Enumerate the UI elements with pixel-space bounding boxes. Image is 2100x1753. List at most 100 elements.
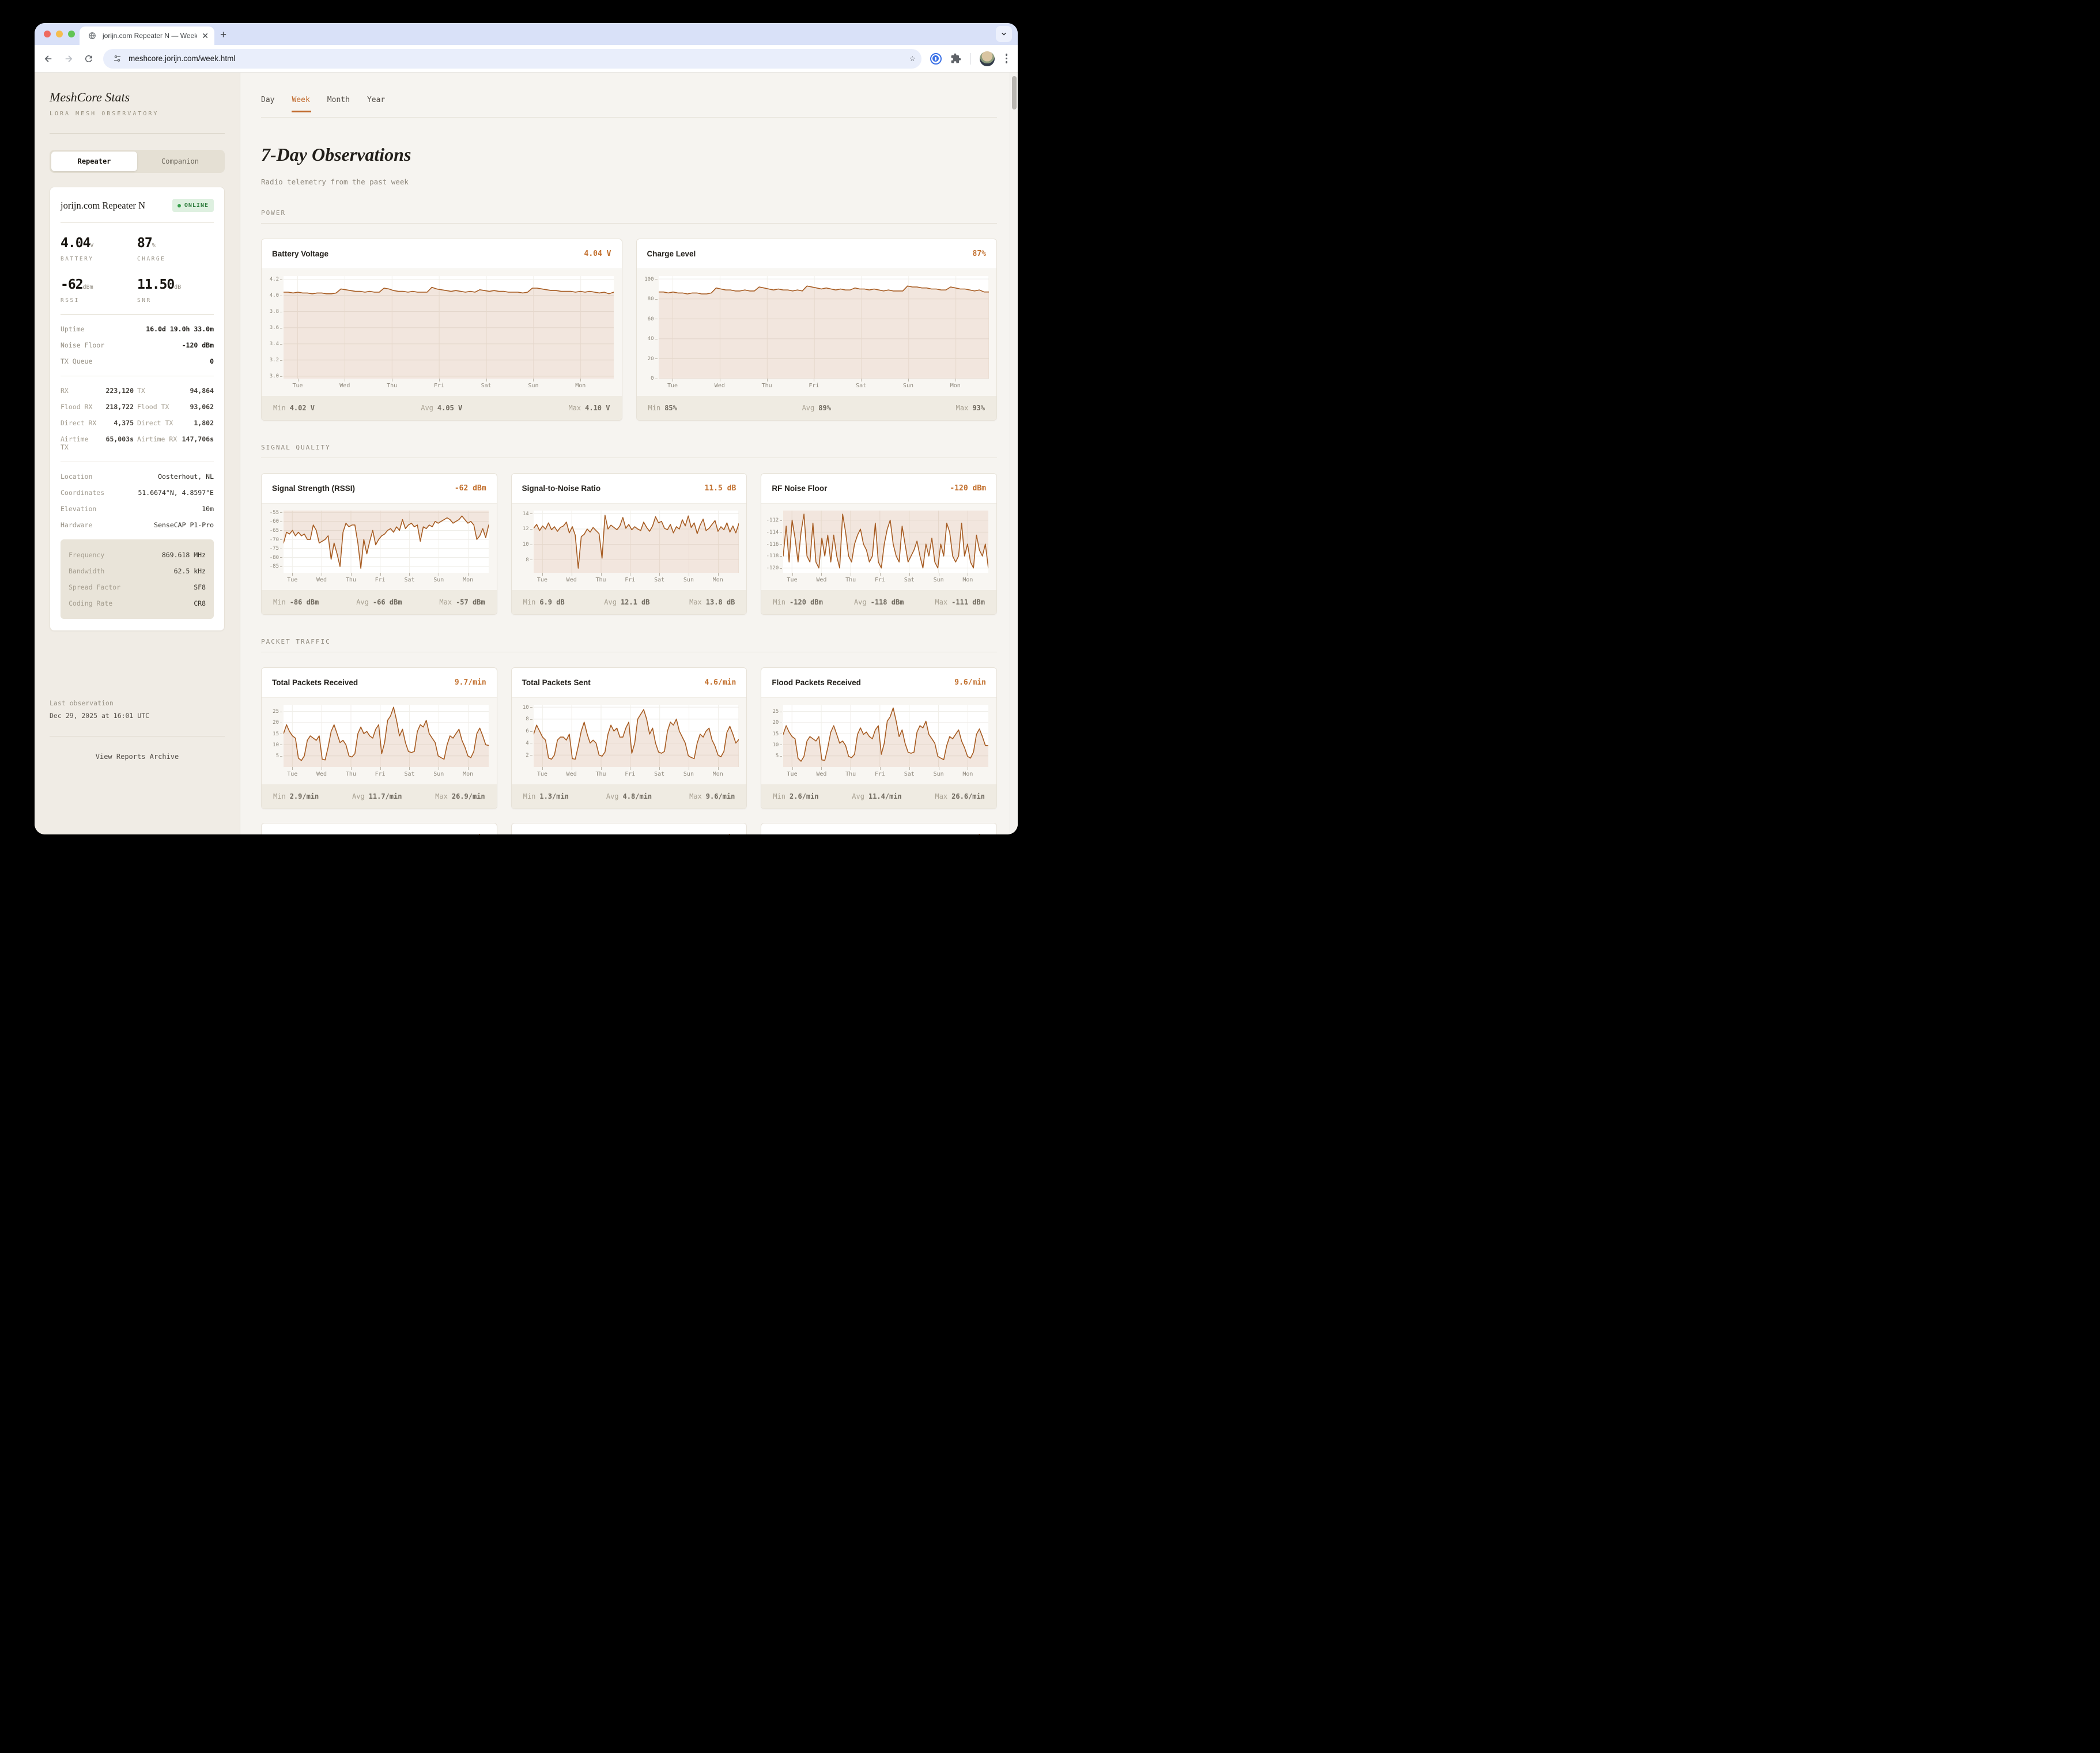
x-axis: TueWedThuFriSatSunMon: [534, 767, 739, 781]
chart-card: Total Packets Received 9.7/min 252015105…: [261, 667, 497, 809]
radio-row: Spread FactorSF8: [69, 583, 206, 591]
divider: [61, 314, 214, 315]
x-axis: TueWedThuFriSatSunMon: [783, 767, 988, 781]
radio-config-box: Frequency869.618 MHzBandwidth62.5 kHzSpr…: [61, 539, 214, 619]
section-label: PACKET TRAFFIC: [261, 638, 997, 652]
close-window-button[interactable]: [44, 31, 51, 37]
chart-stats-footer: Min2.6/min Avg11.4/min Max26.6/min: [761, 784, 996, 809]
bookmark-star-icon[interactable]: ☆: [909, 54, 915, 63]
status-row: Noise Floor-120 dBm: [61, 341, 214, 349]
chart-title: Battery Voltage: [272, 250, 328, 258]
maximize-window-button[interactable]: [68, 31, 75, 37]
toolbar-divider: [970, 53, 971, 65]
chart-title: Total Packets Received: [272, 678, 358, 687]
browser-window: jorijn.com Repeater N — Week ✕ + meshcor…: [35, 23, 1018, 834]
device-status-rows: Uptime16.0d 19.0h 33.0m Noise Floor-120 d…: [61, 325, 214, 365]
password-manager-extension-icon[interactable]: [930, 53, 942, 65]
last-observation-label: Last observation: [50, 699, 225, 707]
divider: [61, 222, 214, 223]
chart-title: Total Packets Sent: [522, 678, 591, 687]
plot: [284, 511, 489, 573]
chart-area: 100806040200 TueWedThuFriSatSunMon: [637, 269, 997, 396]
plot: [659, 276, 989, 379]
chart-current-value: 9.6/min: [954, 678, 986, 687]
chart-card: Signal Strength (RSSI) -62 dBm -55-60-65…: [261, 473, 497, 615]
minimize-window-button[interactable]: [56, 31, 63, 37]
back-icon[interactable]: [43, 53, 54, 65]
chart-card: Total Packets Sent 4.6/min 108642 TueWed…: [511, 667, 747, 809]
chart-card: Direct Packets Sent 0.1/min Min Avg Max: [761, 823, 997, 834]
chart-card: Flood Packets Received 9.6/min 252015105…: [761, 667, 997, 809]
chart-title: Charge Level: [647, 250, 696, 258]
device-stat: 11.50dBSNR: [137, 277, 214, 304]
forward-icon[interactable]: [63, 53, 74, 65]
plot: [534, 511, 739, 573]
page-content: MeshCore Stats LORA MESH OBSERVATORY Rep…: [35, 73, 1018, 834]
device-type-toggle: Repeater Companion: [50, 150, 225, 173]
new-tab-button[interactable]: +: [220, 29, 226, 41]
site-settings-icon[interactable]: [111, 53, 123, 65]
chart-area: -55-60-65-70-75-80-85 TueWedThuFriSatSun…: [262, 503, 497, 590]
chart-stats-footer: Min85% Avg89% Max93%: [637, 396, 997, 420]
traffic-row: Airtime TX65,003sAirtime RX147,706s: [61, 435, 214, 451]
profile-avatar[interactable]: [980, 51, 995, 66]
radio-row: Bandwidth62.5 kHz: [69, 567, 206, 575]
chart-current-value: -120 dBm: [950, 484, 986, 493]
chart-stats-footer: Min4.02 V Avg4.05 V Max4.10 V: [262, 396, 622, 420]
chart-area: 4.24.03.83.63.43.23.0 TueWedThuFriSatSun…: [262, 269, 622, 396]
device-meta-rows: LocationOosterhout, NLCoordinates51.6674…: [61, 473, 214, 529]
x-axis: TueWedThuFriSatSunMon: [284, 573, 489, 587]
chart-area: 108642 TueWedThuFriSatSunMon: [512, 697, 747, 784]
browser-menu-icon[interactable]: [1003, 54, 1010, 63]
url-text[interactable]: meshcore.jorijn.com/week.html: [129, 54, 904, 63]
plot: [783, 705, 988, 767]
x-axis: TueWedThuFriSatSunMon: [534, 573, 739, 587]
chart-sections: POWER Battery Voltage 4.04 V 4.24.03.83.…: [261, 209, 997, 834]
toggle-companion[interactable]: Companion: [137, 152, 223, 171]
chart-area: 252015105 TueWedThuFriSatSunMon: [262, 697, 497, 784]
range-tabs: Day Week Month Year: [261, 96, 997, 118]
tab-close-icon[interactable]: ✕: [202, 31, 209, 41]
x-axis: TueWedThuFriSatSunMon: [659, 379, 989, 392]
window-controls[interactable]: [44, 31, 75, 37]
status-row: Uptime16.0d 19.0h 33.0m: [61, 325, 214, 333]
meta-row: LocationOosterhout, NL: [61, 473, 214, 481]
radio-row: Coding RateCR8: [69, 599, 206, 607]
tab-week[interactable]: Week: [292, 96, 309, 117]
plot: [284, 276, 614, 379]
view-reports-archive-link[interactable]: View Reports Archive: [50, 753, 225, 761]
toggle-repeater[interactable]: Repeater: [51, 152, 137, 171]
y-axis: 252015105: [265, 705, 284, 767]
chart-card: Flood Packets Sent 4.5/min Min Avg Max: [261, 823, 497, 834]
tab-year[interactable]: Year: [367, 96, 385, 117]
tab-search-chevron-icon[interactable]: [996, 26, 1012, 42]
browser-tab[interactable]: jorijn.com Repeater N — Week ✕: [80, 27, 214, 45]
chart-title: Signal-to-Noise Ratio: [522, 484, 601, 493]
plot: [783, 511, 988, 573]
scrollbar-thumb[interactable]: [1012, 76, 1017, 109]
chart-stats-footer: Min2.9/min Avg11.7/min Max26.9/min: [262, 784, 497, 809]
tab-day[interactable]: Day: [261, 96, 274, 117]
last-observation-value: Dec 29, 2025 at 16:01 UTC: [50, 712, 225, 720]
chart-title: Signal Strength (RSSI): [272, 484, 355, 493]
scrollbar[interactable]: [1010, 73, 1018, 834]
app-subtitle: LORA MESH OBSERVATORY: [50, 111, 225, 117]
page-subtitle: Radio telemetry from the past week: [261, 177, 997, 186]
section-signal-quality: SIGNAL QUALITY Signal Strength (RSSI) -6…: [261, 444, 997, 615]
status-badge: ONLINE: [172, 199, 214, 212]
section-power: POWER Battery Voltage 4.04 V 4.24.03.83.…: [261, 209, 997, 421]
chart-current-value: 87%: [973, 250, 986, 258]
chart-stats-footer: Min-120 dBm Avg-118 dBm Max-111 dBm: [761, 590, 996, 614]
extensions-puzzle-icon[interactable]: [950, 53, 962, 65]
x-axis: TueWedThuFriSatSunMon: [284, 379, 614, 392]
url-bar[interactable]: meshcore.jorijn.com/week.html ☆: [103, 49, 921, 69]
reload-icon[interactable]: [83, 53, 95, 65]
y-axis: -55-60-65-70-75-80-85: [265, 511, 284, 573]
app-title: MeshCore Stats: [50, 90, 225, 105]
chart-card: Battery Voltage 4.04 V 4.24.03.83.63.43.…: [261, 239, 622, 421]
traffic-row: Flood RX218,722Flood TX93,062: [61, 403, 214, 411]
chart-stats-footer: Min1.3/min Avg4.8/min Max9.6/min: [512, 784, 747, 809]
chart-card: Signal-to-Noise Ratio 11.5 dB 1412108 Tu…: [511, 473, 747, 615]
x-axis: TueWedThuFriSatSunMon: [783, 573, 988, 587]
tab-month[interactable]: Month: [327, 96, 350, 117]
